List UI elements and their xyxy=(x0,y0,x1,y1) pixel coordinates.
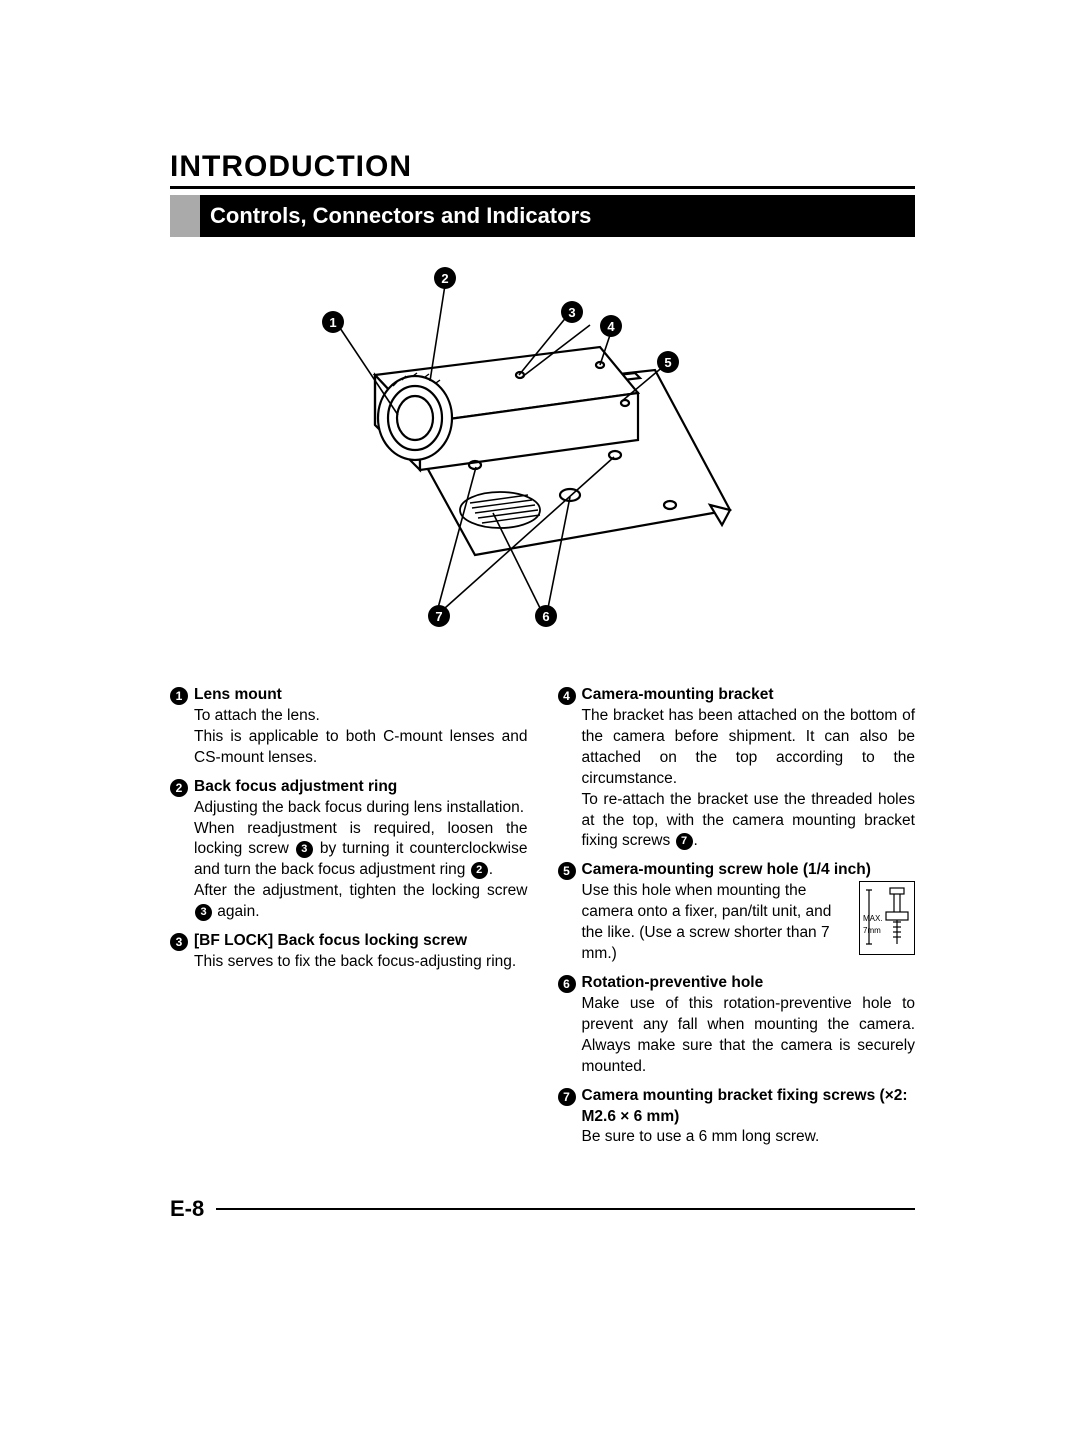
item2-p2: When readjustment is required, loosen th… xyxy=(194,819,528,882)
callout-5: 5 xyxy=(657,351,679,373)
badge-1: 1 xyxy=(170,687,188,705)
screw-inset: MAX. 7mm xyxy=(859,881,915,955)
item3-p1: This serves to fix the back focus-adjust… xyxy=(194,952,516,973)
item4-p1: The bracket has been attached on the bot… xyxy=(582,706,916,790)
camera-diagram: 1 2 3 4 5 6 7 xyxy=(170,255,915,655)
content-columns: 1 Lens mount To attach the lens. This is… xyxy=(170,685,915,1156)
callout-6: 6 xyxy=(535,605,557,627)
item2-heading: Back focus adjustment ring xyxy=(194,778,397,795)
item7-p1: Be sure to use a 6 mm long screw. xyxy=(582,1127,916,1148)
item4-p2: To re-attach the bracket use the threade… xyxy=(582,790,916,853)
item-bf-lock: 3 [BF LOCK] Back focus locking screw Thi… xyxy=(170,931,528,973)
subtitle-text: Controls, Connectors and Indicators xyxy=(210,203,591,229)
page-number: E-8 xyxy=(170,1196,204,1222)
item-mounting-bracket: 4 Camera-mounting bracket The bracket ha… xyxy=(558,685,916,852)
inline-badge-7: 7 xyxy=(676,833,693,850)
badge-5: 5 xyxy=(558,862,576,880)
item2-p3: After the adjustment, tighten the lockin… xyxy=(194,881,528,923)
item1-heading: Lens mount xyxy=(194,686,282,703)
item4-heading: Camera-mounting bracket xyxy=(582,686,774,703)
item-rotation-hole: 6 Rotation-preventive hole Make use of t… xyxy=(558,973,916,1078)
item-fixing-screws: 7 Camera mounting bracket fixing screws … xyxy=(558,1086,916,1149)
item1-p2: This is applicable to both C-mount lense… xyxy=(194,727,528,769)
left-column: 1 Lens mount To attach the lens. This is… xyxy=(170,685,528,1156)
inline-badge-3a: 3 xyxy=(296,841,313,858)
badge-4: 4 xyxy=(558,687,576,705)
callout-2: 2 xyxy=(434,267,456,289)
inline-badge-3b: 3 xyxy=(195,904,212,921)
right-column: 4 Camera-mounting bracket The bracket ha… xyxy=(558,685,916,1156)
subtitle-bar: Controls, Connectors and Indicators xyxy=(170,195,915,237)
item7-heading: Camera mounting bracket fixing screws (×… xyxy=(582,1087,908,1125)
callout-1: 1 xyxy=(322,311,344,333)
callout-7: 7 xyxy=(428,605,450,627)
page-title: INTRODUCTION xyxy=(170,150,915,184)
page-footer: E-8 xyxy=(170,1196,915,1222)
item-screw-hole: 5 Camera-mounting screw hole (1/4 inch) xyxy=(558,860,916,965)
item6-heading: Rotation-preventive hole xyxy=(582,974,764,991)
inset-7mm: 7mm xyxy=(863,926,881,937)
badge-3: 3 xyxy=(170,933,188,951)
item2-p1: Adjusting the back focus during lens ins… xyxy=(194,798,528,819)
item3-heading: [BF LOCK] Back focus locking screw xyxy=(194,932,467,949)
badge-2: 2 xyxy=(170,779,188,797)
callout-4: 4 xyxy=(600,315,622,337)
inline-badge-2: 2 xyxy=(471,862,488,879)
item6-p1: Make use of this rotation-preventive hol… xyxy=(582,994,916,1078)
item5-heading: Camera-mounting screw hole (1/4 inch) xyxy=(582,860,916,881)
badge-6: 6 xyxy=(558,975,576,993)
item-lens-mount: 1 Lens mount To attach the lens. This is… xyxy=(170,685,528,769)
diagram-svg xyxy=(170,255,910,655)
item1-p1: To attach the lens. xyxy=(194,706,528,727)
callout-3: 3 xyxy=(561,301,583,323)
title-row: INTRODUCTION xyxy=(170,150,915,189)
item-back-focus-ring: 2 Back focus adjustment ring Adjusting t… xyxy=(170,777,528,923)
inset-max: MAX. xyxy=(863,914,883,925)
page: INTRODUCTION Controls, Connectors and In… xyxy=(0,0,1080,1222)
footer-rule xyxy=(216,1208,915,1210)
badge-7: 7 xyxy=(558,1088,576,1106)
